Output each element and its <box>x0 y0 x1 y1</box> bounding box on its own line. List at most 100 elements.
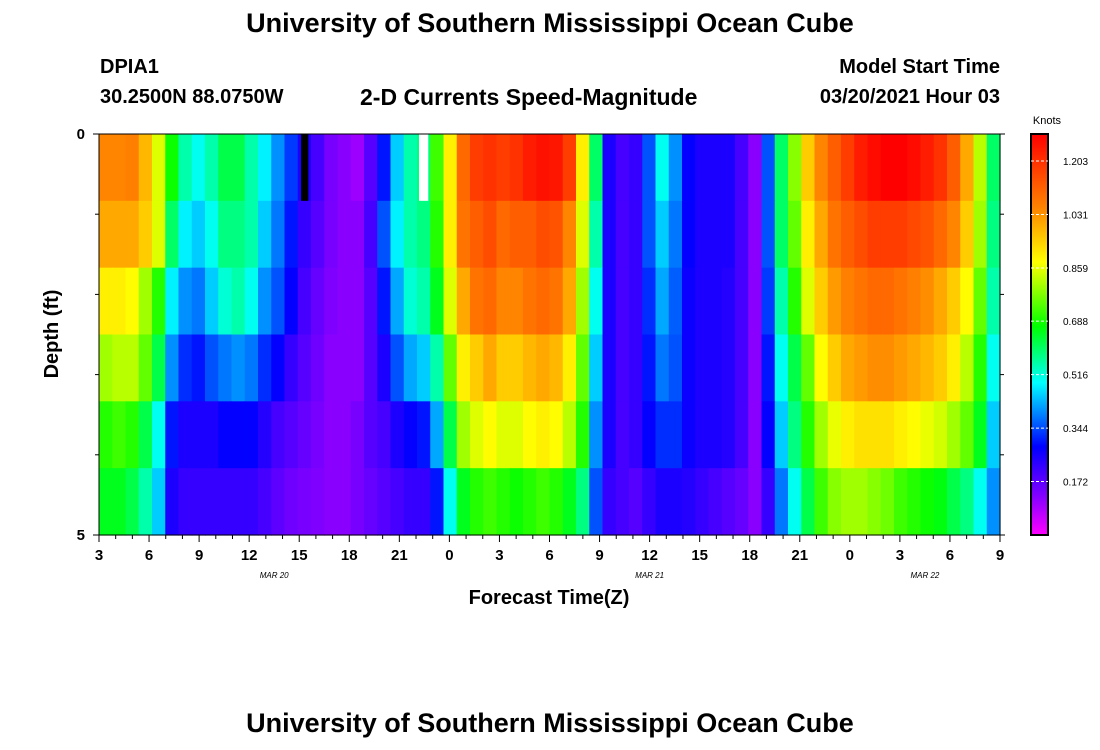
heatmap-cell <box>841 334 855 402</box>
heatmap-cell <box>880 468 895 536</box>
heatmap-cell <box>907 468 922 536</box>
x-tick-label: 12 <box>641 547 658 564</box>
heatmap-cell <box>152 468 166 536</box>
heatmap-cell <box>284 200 299 269</box>
heatmap-cell <box>244 334 259 402</box>
colorbar-tick-label: 0.516 <box>1063 371 1088 382</box>
heatmap-cell <box>655 334 670 402</box>
model-start-value: 03/20/2021 Hour 03 <box>819 86 1000 108</box>
heatmap-cell <box>205 134 219 202</box>
heatmap-cell <box>112 334 127 402</box>
heatmap-cell <box>615 468 630 536</box>
masked-cell <box>418 134 429 201</box>
heatmap-cell <box>496 267 511 336</box>
heatmap-cell <box>390 401 405 469</box>
heatmap-cell <box>907 267 922 336</box>
heatmap-cell <box>350 267 365 336</box>
heatmap-cell <box>986 134 1001 202</box>
heatmap-cell <box>284 468 299 536</box>
heatmap-cell <box>933 468 948 536</box>
heatmap-cell <box>152 134 166 202</box>
heatmap-cell <box>509 334 524 402</box>
heatmap-cell <box>761 200 776 269</box>
heatmap-cell <box>483 468 498 536</box>
x-tick-label: 0 <box>445 547 453 564</box>
heatmap-cell <box>788 468 802 536</box>
heatmap-cell <box>364 267 378 336</box>
heatmap-cell <box>218 468 233 536</box>
heatmap-cell <box>165 200 180 269</box>
chart-title: 2-D Currents Speed-Magnitude <box>360 84 698 110</box>
heatmap-cell <box>867 200 882 269</box>
heatmap-cell <box>894 134 908 202</box>
heatmap-cell <box>403 468 418 536</box>
heatmap-cell <box>523 267 537 336</box>
heatmap-cell <box>788 401 802 469</box>
heatmap-cell <box>390 334 405 402</box>
heatmap-cell <box>271 468 286 536</box>
heatmap-cell <box>589 200 604 269</box>
heatmap-cell <box>589 267 604 336</box>
heatmap-cell <box>814 401 829 469</box>
heatmap-cell <box>642 134 657 202</box>
heatmap-cell <box>960 134 975 202</box>
heatmap-cell <box>920 468 935 536</box>
heatmap-cell <box>708 401 723 469</box>
x-tick-label: 15 <box>691 547 708 564</box>
heatmap-cell <box>735 401 749 469</box>
heatmap-cell <box>165 401 180 469</box>
heatmap-cell <box>576 134 590 202</box>
heatmap-cell <box>231 200 246 269</box>
heatmap-cell <box>297 468 312 536</box>
heatmap-cell <box>337 468 352 536</box>
heatmap-cell <box>655 468 670 536</box>
heatmap-cell <box>549 401 564 469</box>
heatmap-cell <box>470 401 484 469</box>
heatmap-cell <box>152 401 166 469</box>
y-tick-label: 5 <box>77 527 85 544</box>
heatmap-cell <box>152 200 166 269</box>
heatmap-cell <box>443 334 458 402</box>
heatmap-cell <box>973 334 988 402</box>
heatmap-cell <box>735 134 749 202</box>
heatmap-cell <box>562 468 577 536</box>
heatmap-cell <box>841 401 855 469</box>
heatmap-cell <box>443 200 458 269</box>
heatmap-cell <box>430 468 445 536</box>
heatmap-cell <box>231 334 246 402</box>
heatmap-cell <box>99 468 113 536</box>
heatmap-cell <box>244 267 259 336</box>
heatmap-cell <box>562 267 577 336</box>
heatmap-cell <box>509 267 524 336</box>
heatmap-cell <box>986 267 1001 336</box>
colorbar-ticks: 1.203 1.031 0.859 0.688 0.516 0.344 0.172 <box>1031 157 1088 489</box>
heatmap-cell <box>377 200 392 269</box>
heatmap-cell <box>403 334 418 402</box>
heatmap-cell <box>854 401 869 469</box>
heatmap-cell <box>377 468 392 536</box>
heatmap-cell <box>947 267 961 336</box>
heatmap-cell <box>364 468 378 536</box>
heatmap-cell <box>377 334 392 402</box>
heatmap-cell <box>867 468 882 536</box>
heatmap-cell <box>138 401 153 469</box>
heatmap-cell <box>191 134 206 202</box>
heatmap-cell <box>549 334 564 402</box>
heatmap-cell <box>390 468 405 536</box>
heatmap-cell <box>443 401 458 469</box>
heatmap-cell <box>708 267 723 336</box>
heatmap-cell <box>125 200 140 269</box>
heatmap-cell <box>377 267 392 336</box>
heatmap-cell <box>390 134 405 202</box>
heatmap-cell <box>867 134 882 202</box>
heatmap-cell <box>907 134 922 202</box>
heatmap-cell <box>390 267 405 336</box>
heatmap-cell <box>178 267 193 336</box>
heatmap-cell <box>496 200 511 269</box>
heatmap-cell <box>682 200 696 269</box>
heatmap-cell <box>668 134 683 202</box>
heatmap-cell <box>470 468 484 536</box>
heatmap-cell <box>748 267 763 336</box>
heatmap-cell <box>894 401 908 469</box>
heatmap-cell <box>602 334 617 402</box>
